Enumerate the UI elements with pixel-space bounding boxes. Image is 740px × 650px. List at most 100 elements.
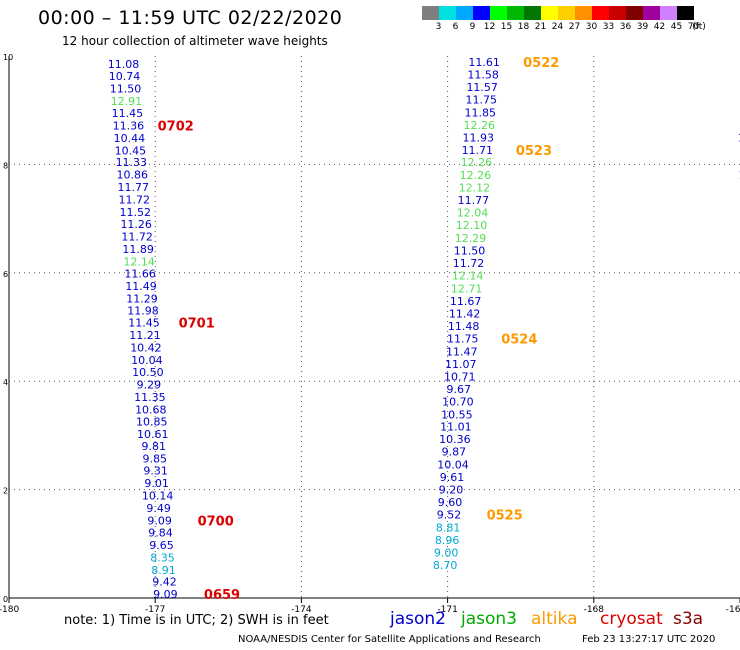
wave-height-value: 11.61 — [468, 56, 500, 69]
wave-height-value: 12.29 — [455, 232, 487, 245]
wave-height-value: 9.01 — [144, 477, 169, 490]
pass-time-label: 0522 — [523, 56, 559, 71]
satellite-legend-s3a: s3a — [673, 609, 704, 629]
colorbar-label: 39 — [636, 22, 649, 32]
wave-height-value: 8.91 — [151, 564, 176, 577]
wave-height-value: 11.48 — [448, 320, 480, 333]
colorbar-swatch — [677, 6, 694, 20]
wave-height-value: 8.96 — [435, 534, 460, 547]
wave-height-value: 11.01 — [440, 421, 472, 434]
wave-height-value: 11.35 — [134, 391, 166, 404]
page-title: 00:00 – 11:59 UTC 02/22/2020 — [38, 7, 343, 29]
wave-height-value: 10.44 — [114, 132, 146, 145]
wave-height-value: 9.31 — [143, 465, 168, 478]
credit-line: NOAA/NESDIS Center for Satellite Applica… — [238, 634, 541, 645]
pass-time-label: 0659 — [204, 588, 240, 603]
wave-height-value: 9.85 — [142, 453, 167, 466]
wave-height-value: 8.70 — [433, 559, 458, 572]
colorbar-label: 27 — [568, 22, 581, 32]
wave-height-value: 10.04 — [437, 459, 469, 472]
wave-height-value: 11.71 — [462, 144, 494, 157]
pass-time-label: 0702 — [158, 119, 194, 134]
colorbar-label: 9 — [469, 22, 476, 32]
wave-height-value: 11.77 — [458, 194, 490, 207]
wave-height-value: 11.72 — [453, 257, 485, 270]
wave-height-value: 9.67 — [447, 383, 472, 396]
wave-height-value: 11.77 — [118, 181, 150, 194]
wave-height-value: 12.14 — [123, 255, 155, 268]
colorbar-label: 12 — [483, 22, 496, 32]
wave-height-value: 8.35 — [150, 551, 175, 564]
wave-height-value: 9.84 — [148, 526, 173, 539]
wave-height-value: 10.42 — [130, 342, 162, 355]
page-subtitle: 12 hour collection of altimeter wave hei… — [62, 34, 328, 48]
y-tick-label: 0 — [3, 595, 8, 604]
wave-height-value: 9.61 — [440, 471, 465, 484]
colorbar-label: 30 — [585, 22, 598, 32]
x-tick-label: -180 — [0, 605, 19, 615]
wave-height-value: 11.08 — [108, 58, 140, 71]
wave-height-value: 10.68 — [135, 403, 167, 416]
wave-height-value: 8.81 — [436, 522, 461, 535]
colorbar-swatch — [490, 6, 507, 20]
wave-height-value: 11.58 — [467, 68, 499, 81]
wave-height-value: 9.52 — [437, 509, 462, 522]
wave-height-value: 11.3 — [738, 169, 740, 182]
wave-height-value: 11.50 — [110, 83, 142, 96]
x-tick-label: -177 — [145, 605, 165, 615]
wave-height-value: 12.71 — [451, 283, 483, 296]
colorbar-swatch — [524, 6, 541, 20]
wave-height-value: 11.07 — [445, 358, 477, 371]
pass-time-label: 0523 — [516, 144, 552, 159]
wave-height-value: 11.75 — [447, 332, 479, 345]
wave-height-value: 11.21 — [129, 329, 161, 342]
wave-height-value: 11.45 — [112, 107, 144, 120]
wave-height-value: 9.29 — [137, 378, 162, 391]
wave-height-value: 12.14 — [452, 270, 484, 283]
wave-height-value: 11.26 — [120, 218, 152, 231]
colorbar-swatch — [439, 6, 456, 20]
colorbar-swatch — [592, 6, 609, 20]
colorbar-label: 15 — [500, 22, 513, 32]
wave-height-value: 11.67 — [450, 295, 482, 308]
colorbar-swatch — [507, 6, 524, 20]
x-tick-label: -171 — [437, 605, 457, 615]
wave-height-value: 10.14 — [142, 490, 174, 503]
satellite-legend-jason3: jason3 — [461, 609, 517, 629]
wave-height-value: 11.89 — [122, 243, 154, 256]
wave-height-value: 11.85 — [465, 106, 497, 119]
wave-height-value: 11.47 — [446, 345, 478, 358]
colorbar-label: 18 — [517, 22, 530, 32]
wave-height-value: 12.26 — [464, 119, 496, 132]
wave-height-value: 10.36 — [439, 433, 471, 446]
colorbar-label: 21 — [534, 22, 547, 32]
wave-height-value: 10.45 — [115, 144, 147, 157]
colorbar-swatch — [643, 6, 660, 20]
colorbar-swatch — [609, 6, 626, 20]
wave-height-value: 11.66 — [124, 267, 156, 280]
y-tick-label: 6 — [3, 270, 8, 279]
wave-height-value: 12.04 — [457, 207, 489, 220]
pass-time-label: 0701 — [179, 317, 215, 332]
wave-height-value: 12.26 — [461, 156, 493, 169]
wave-height-value: 12.26 — [460, 169, 492, 182]
colorbar-swatch — [422, 6, 439, 20]
y-tick-label: 2 — [3, 487, 8, 496]
satellite-legend-cryosat: cryosat — [600, 609, 663, 629]
colorbar-label: 45 — [670, 22, 683, 32]
wave-height-value: 12.12 — [459, 182, 491, 195]
wave-height-value: 11.49 — [125, 280, 157, 293]
colorbar-label: 42 — [653, 22, 666, 32]
wave-height-value: 10.63 — [739, 119, 740, 132]
wave-height-value: 9.42 — [152, 576, 177, 589]
pass-time-label: 0525 — [487, 509, 523, 524]
x-tick-label: -165 — [726, 605, 740, 615]
wave-height-value: 11.54 — [738, 131, 740, 144]
wave-height-value: 11.42 — [449, 307, 481, 320]
wave-height-value: 10.50 — [132, 366, 164, 379]
wave-height-value: 11.33 — [116, 156, 148, 169]
wave-height-value: 12.91 — [111, 95, 143, 108]
wave-height-value: 10.55 — [441, 408, 473, 421]
wave-height-value: 9.65 — [149, 539, 174, 552]
